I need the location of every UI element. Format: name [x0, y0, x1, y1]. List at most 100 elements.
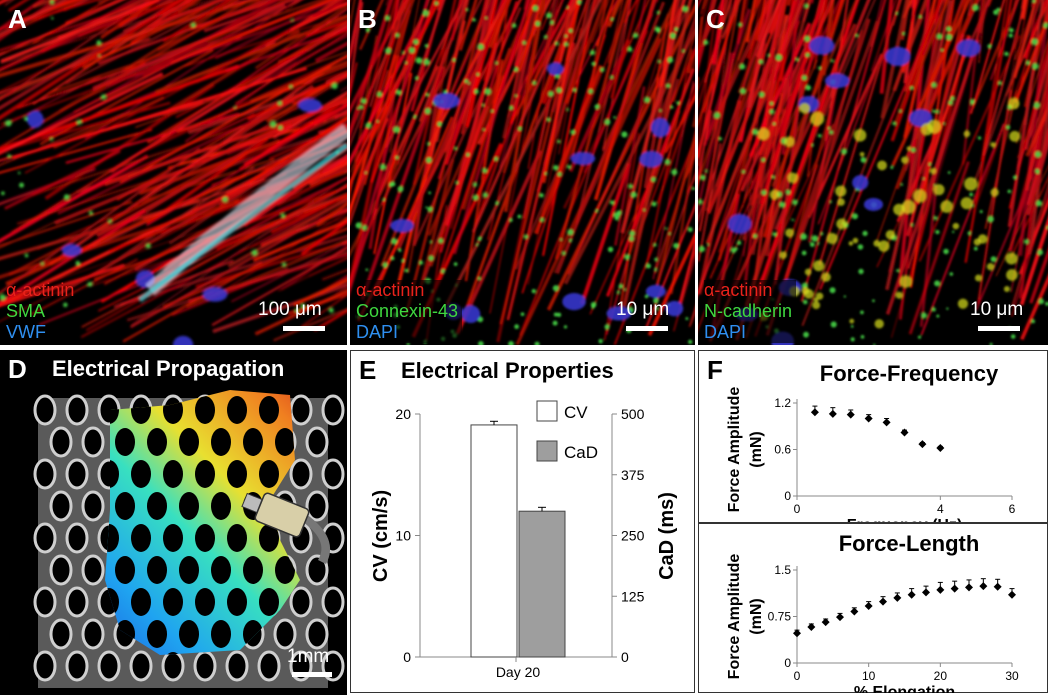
- stain-b-1: α-actinin: [356, 280, 425, 300]
- data-point-1: [828, 409, 837, 418]
- chart-title-2: Force-Length: [839, 531, 980, 556]
- data-point-2: [993, 582, 1002, 591]
- electrical-properties-chart: 0 10 20 0 125 250 375 500 CV (cm/s) CaD (ms) Day 2…: [370, 400, 678, 680]
- data-point-2: [936, 585, 945, 594]
- data-point-2: [793, 629, 801, 638]
- data-point-2: [850, 607, 859, 616]
- scale-bar-a: [283, 326, 325, 331]
- data-point-2: [821, 618, 830, 627]
- legend-swatch-cv: [536, 400, 558, 422]
- micrograph-panel-a: A α-actinin SMA VWF 100 μm: [0, 0, 347, 345]
- scale-bar-b: [626, 326, 668, 331]
- panel-label-f: F: [707, 355, 723, 385]
- panel-label-c: C: [706, 4, 725, 34]
- force-frequency-chart: Force-Frequency 0 0.6 1.2 0 4 6 Frequency (Hz) F…: [726, 361, 1016, 522]
- panel-d-title: Electrical Propagation: [52, 356, 285, 381]
- legend-label-cad: CaD: [564, 443, 598, 462]
- data-point-1: [864, 414, 873, 423]
- legend-label-cv: CV: [564, 403, 588, 422]
- stain-c-3: DAPI: [704, 322, 747, 342]
- data-point-1: [900, 428, 909, 437]
- bar-cad: [518, 510, 566, 658]
- micrograph-panel-c: C α-actinin N-cadherin DAPI 10 μm: [698, 0, 1048, 345]
- x-tick-label-2: 30: [1005, 669, 1019, 683]
- y-tick-label-2: 1.5: [774, 563, 791, 577]
- y-tick-label-1: 0.6: [774, 443, 791, 457]
- left-tick-label: 20: [395, 406, 411, 422]
- stain-legend-b: α-actinin Connexin-43 DAPI: [356, 280, 463, 343]
- data-point-1: [918, 440, 927, 449]
- y-axis-unit-1: (mN): [748, 431, 765, 467]
- bar-cv: [470, 424, 518, 658]
- y-axis-title-1: Force Amplitude: [726, 387, 743, 513]
- data-point-2: [864, 601, 873, 610]
- right-tick-label: 0: [621, 649, 629, 665]
- scale-label-a: 100 μm: [258, 299, 322, 320]
- left-tick-label: 10: [395, 528, 411, 544]
- x-tick-label-2: 10: [862, 669, 876, 683]
- data-point-2: [922, 588, 930, 597]
- data-point-2: [950, 584, 959, 593]
- stain-b-3: DAPI: [356, 322, 399, 342]
- y-tick-label-1: 1.2: [774, 396, 791, 410]
- legend-swatch-cad: [536, 440, 558, 462]
- data-point-2: [879, 597, 887, 606]
- stain-b-2: Connexin-43: [356, 301, 459, 321]
- x-tick-label-1: 0: [794, 502, 801, 516]
- y-tick-label-1: 0: [784, 489, 791, 503]
- data-point-2: [1008, 590, 1016, 599]
- x-axis-title-2: % Elongation: [854, 684, 955, 693]
- data-point-2: [907, 590, 916, 599]
- stain-legend-c: α-actinin N-cadherin DAPI: [704, 280, 797, 343]
- panel-label-e: E: [359, 355, 377, 385]
- activation-map: [0, 350, 347, 695]
- right-axis-title: CaD (ms): [656, 492, 678, 580]
- electrode-icon: [241, 492, 331, 564]
- chart-panel-f: F Force-Frequency 0 0.6 1.2 0 4 6 Frequency (Hz…: [698, 350, 1048, 693]
- data-point-2: [979, 582, 988, 591]
- x-axis-title-1: Frequency (Hz): [847, 517, 963, 522]
- category-label: Day 20: [496, 664, 541, 680]
- force-length-chart: Force-Length 0 0.75 1.5 0 10 20 30 % Elongation F…: [726, 531, 1019, 693]
- data-point-2: [893, 593, 902, 602]
- stain-c-2: N-cadherin: [704, 301, 793, 321]
- y-tick-label-2: 0.75: [768, 610, 792, 624]
- scale-label-c: 10 μm: [970, 299, 1024, 320]
- scale-label-d: 1mm: [287, 646, 330, 667]
- data-point-2: [965, 583, 973, 592]
- panel-label-b: B: [358, 4, 377, 34]
- scale-bar-d: [292, 672, 332, 677]
- panel-label-d: D: [8, 354, 27, 384]
- stain-c-1: α-actinin: [704, 280, 773, 300]
- y-axis-title-2: Force Amplitude: [726, 554, 743, 680]
- panel-label-a: A: [8, 4, 27, 34]
- fiber-texture-c: [698, 0, 1048, 345]
- right-tick-label: 500: [621, 406, 645, 422]
- propagation-map-panel-d: D Electrical Propagation 1mm: [0, 350, 347, 695]
- right-tick-label: 250: [621, 528, 645, 544]
- chart-title-1: Force-Frequency: [820, 361, 999, 386]
- scale-bar-c: [978, 326, 1020, 331]
- stain-a-1: α-actinin: [6, 280, 75, 300]
- x-tick-label-2: 20: [934, 669, 948, 683]
- data-point-2: [807, 623, 816, 632]
- stain-a-3: VWF: [6, 322, 46, 342]
- chart-panel-e: 0 10 20 0 125 250 375 500 CV (cm/s) CaD (ms) Day 2…: [350, 350, 695, 693]
- data-point-1: [936, 443, 945, 452]
- data-point-1: [882, 418, 891, 427]
- y-tick-label-2: 0: [784, 656, 791, 670]
- fiber-texture-a: [0, 0, 347, 345]
- panel-e-title: Electrical Properties: [401, 358, 614, 383]
- x-tick-label-1: 4: [937, 502, 944, 516]
- stain-a-2: SMA: [6, 301, 46, 321]
- x-tick-label-2: 0: [794, 669, 801, 683]
- data-point-1: [846, 410, 855, 419]
- left-axis-title: CV (cm/s): [370, 490, 392, 582]
- panel-f-divider: [699, 522, 1047, 524]
- micrograph-panel-b: B α-actinin Connexin-43 DAPI 10 μm: [350, 0, 695, 345]
- left-tick-label: 0: [403, 649, 411, 665]
- right-tick-label: 125: [621, 588, 645, 604]
- x-tick-label-1: 6: [1009, 502, 1016, 516]
- y-axis-unit-2: (mN): [748, 598, 765, 634]
- scale-label-b: 10 μm: [616, 299, 670, 320]
